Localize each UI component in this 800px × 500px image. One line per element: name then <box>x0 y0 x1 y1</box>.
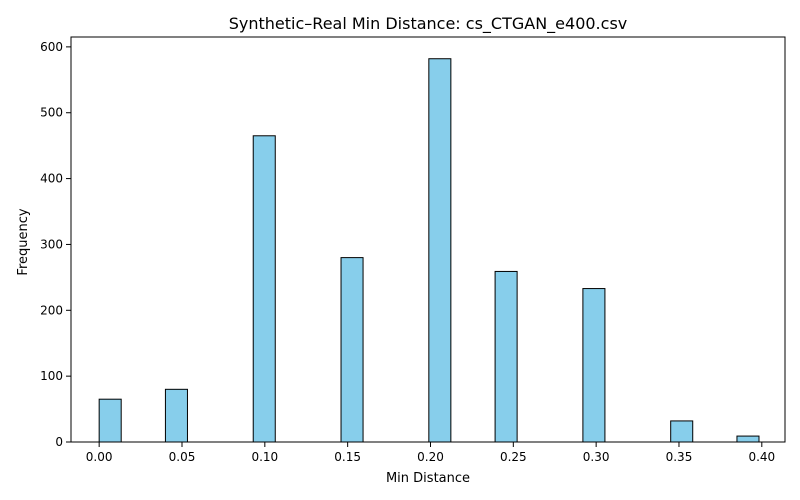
y-tick-label: 500 <box>40 106 63 120</box>
x-tick-label: 0.05 <box>169 450 196 464</box>
x-tick-label: 0.35 <box>666 450 693 464</box>
y-tick-label: 300 <box>40 237 63 251</box>
histogram-bar <box>428 58 452 443</box>
y-tick-label: 100 <box>40 369 63 383</box>
y-tick-label: 200 <box>40 303 63 317</box>
y-tick-label: 600 <box>40 40 63 54</box>
y-tick-label: 0 <box>55 435 63 449</box>
x-tick-label: 0.40 <box>748 450 775 464</box>
x-axis-ticks: 0.00 0.05 0.10 0.15 0.20 0.25 0.30 0.35 0.40 <box>86 442 775 464</box>
plot-frame <box>70 36 786 443</box>
histogram-bar <box>494 270 518 443</box>
x-tick-label: 0.30 <box>583 450 610 464</box>
histogram-bar <box>582 288 606 443</box>
y-axis-ticks: 0 100 200 300 400 500 600 <box>40 40 71 449</box>
histogram-bar <box>670 420 694 443</box>
x-tick-label: 0.15 <box>334 450 361 464</box>
y-axis-label: Frequency <box>16 208 31 275</box>
histogram-bar <box>736 435 760 443</box>
histogram-bar <box>252 135 276 443</box>
x-tick-label: 0.00 <box>86 450 113 464</box>
x-tick-label: 0.10 <box>251 450 278 464</box>
x-tick-label: 0.25 <box>500 450 527 464</box>
chart-title: Synthetic–Real Min Distance: cs_CTGAN_e4… <box>229 14 628 34</box>
histogram-bar <box>164 388 188 443</box>
x-tick-label: 0.20 <box>417 450 444 464</box>
histogram-bar <box>340 257 364 443</box>
y-tick-label: 400 <box>40 172 63 186</box>
x-axis-label: Min Distance <box>386 471 470 486</box>
bars-layer <box>98 58 760 443</box>
histogram-bar <box>98 398 122 443</box>
